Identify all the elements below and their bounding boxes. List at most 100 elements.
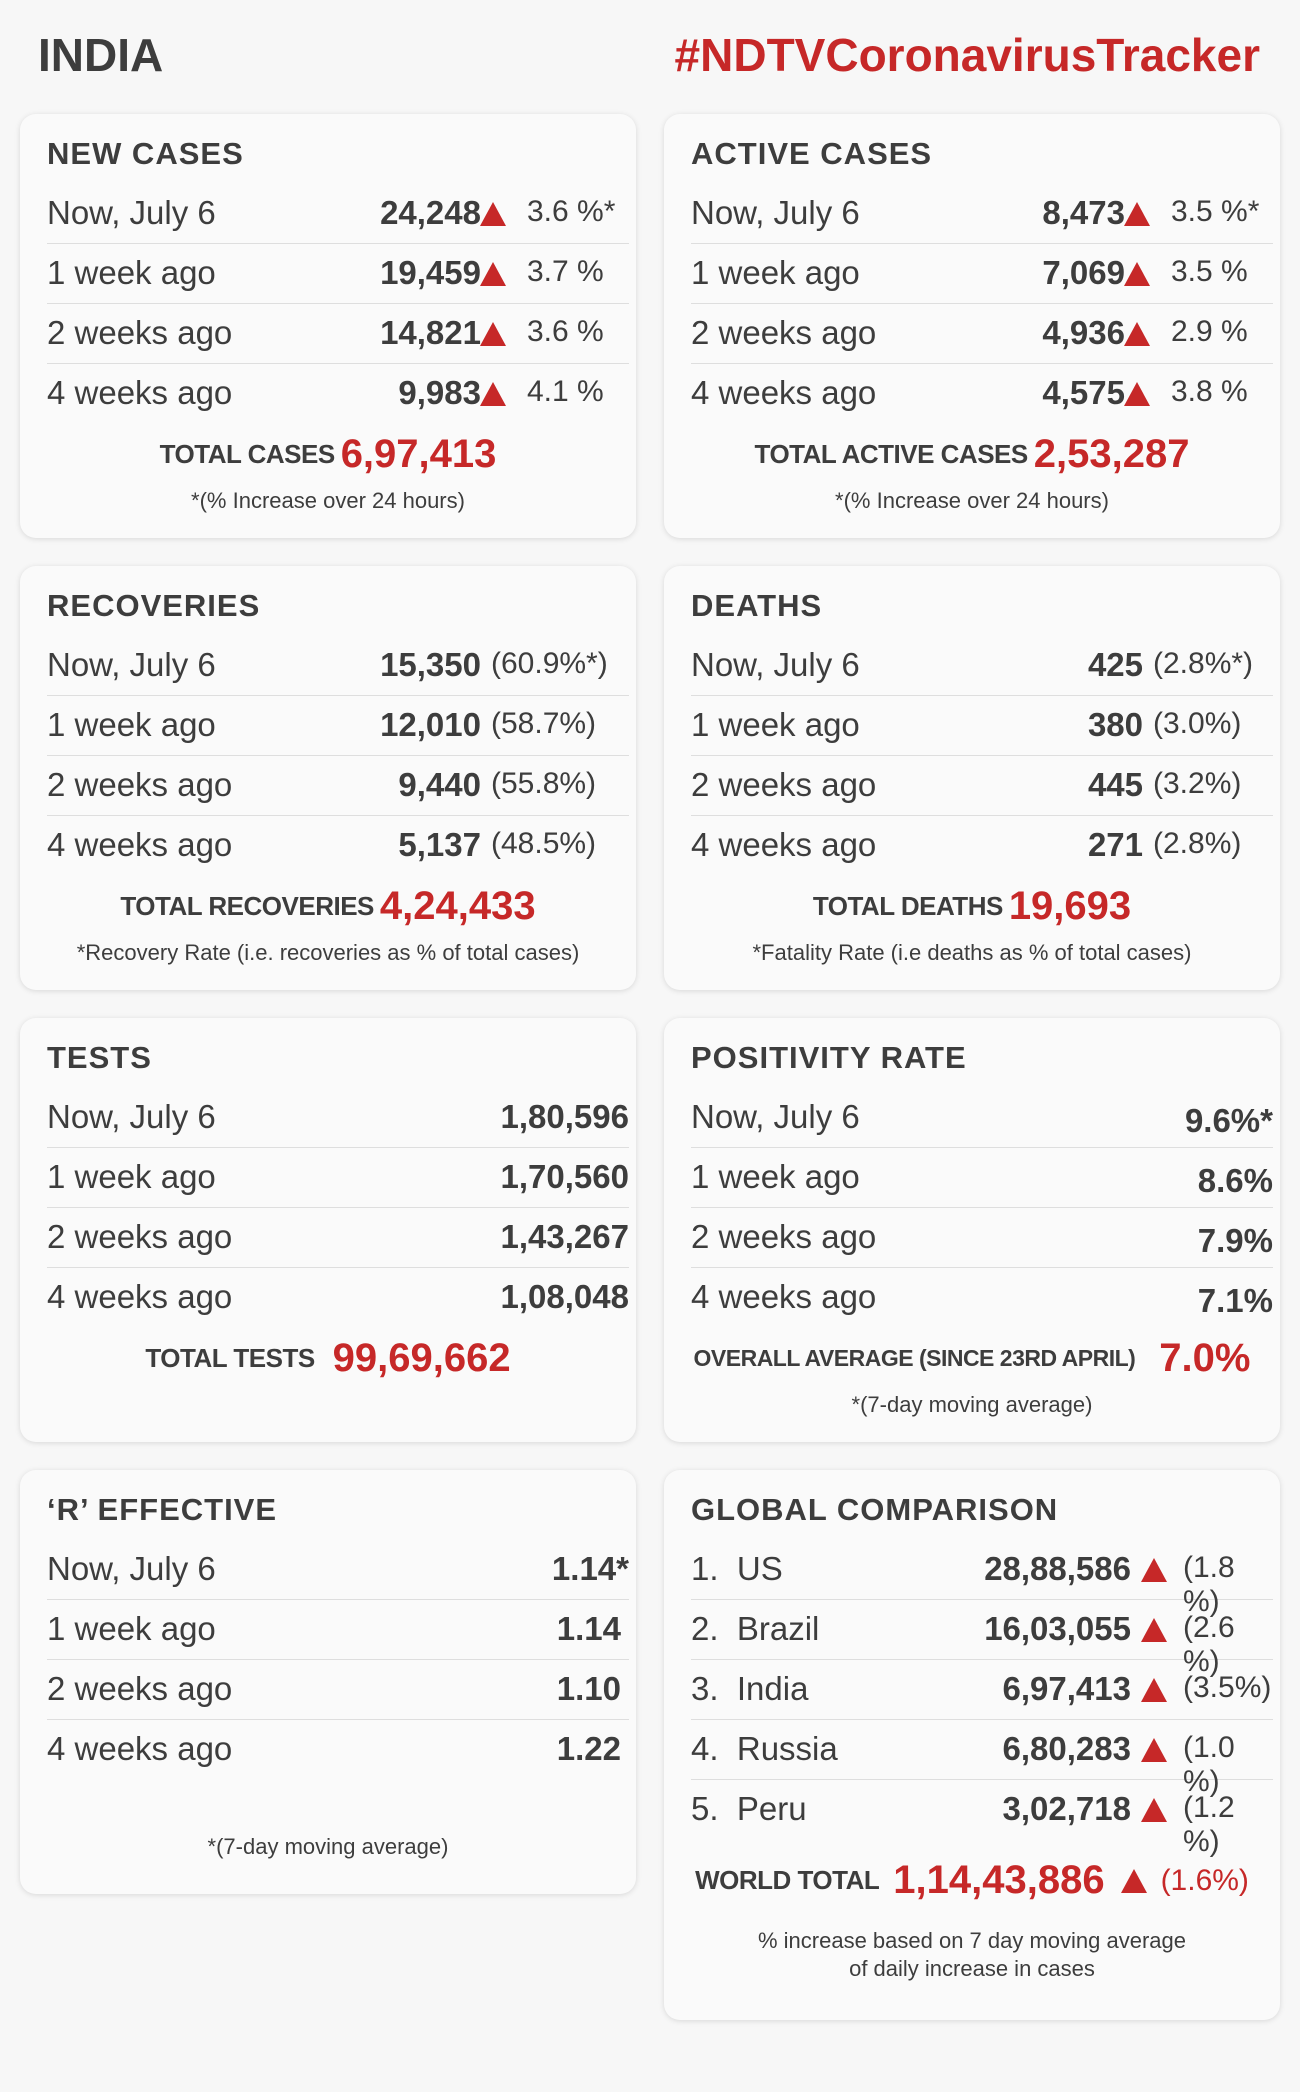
total-value: 2,53,287 [1033,432,1190,476]
total-label: TOTAL ACTIVE CASES [754,439,1029,469]
period-label: Now, July 6 [691,194,860,231]
period-label: 4 weeks ago [47,1278,233,1315]
list-item: 1 week ago 380 (3.0%) [691,696,1273,756]
list-item: 4 weeks ago 4,575 3.8 % [691,364,1273,424]
list-item: 5. Peru 3,02,718 (1.2 %) [691,1780,1273,1858]
list-item: Now, July 6 15,350 (60.9%*) [47,636,629,696]
percent-change: 3.7 % [527,255,604,288]
r-value: 1.14 [556,1610,621,1647]
rate-value: 7.1% [1197,1282,1273,1319]
list-item: 1. US 28,88,586 (1.8 %) [691,1540,1273,1618]
card-title: NEW CASES [47,136,244,171]
new-cases-card: NEW CASES Now, July 6 24,248 3.6 %* 1 we… [20,114,636,538]
count-value: 24,248 [380,194,481,231]
list-item: 2 weeks ago 445 (3.2%) [691,756,1273,816]
percent-change: 3.6 %* [527,195,616,228]
rate-value: 7.9% [1197,1222,1273,1259]
total-label: TOTAL RECOVERIES [120,891,374,921]
country-label: 1. US [691,1550,783,1587]
country-list: 1. US 28,88,586 (1.8 %) 2. Brazil 16,03,… [691,1540,1273,1858]
list-item: 3. India 6,97,413 (3.5%) [691,1660,1273,1720]
count-value: 8,473 [1042,194,1125,231]
period-label: 1 week ago [47,254,216,291]
footnote: *(% Increase over 24 hours) [191,488,465,513]
percent-change: 3.5 % [1171,255,1248,288]
list-item: 4 weeks ago 9,983 4.1 % [47,364,629,424]
list-item: Now, July 6 1,80,596 [47,1088,629,1148]
period-label: 4 weeks ago [691,374,877,411]
list-item: 1 week ago 7,069 3.5 % [691,244,1273,304]
period-label: Now, July 6 [47,1098,216,1135]
country-title: INDIA [38,29,164,81]
footnote: of daily increase in cases [849,1956,1095,1981]
deaths-card: DEATHS Now, July 6 425 (2.8%*) 1 week ag… [664,566,1280,990]
up-triangle-icon [1124,322,1150,346]
count-value: 9,440 [398,766,481,803]
total-line: TOTAL TESTS 99,69,662 [20,1336,636,1381]
card-title: RECOVERIES [47,588,261,623]
footnote: *(7-day moving average) [207,1834,449,1859]
case-count: 16,03,055 [984,1610,1131,1647]
up-triangle-icon [480,202,506,226]
period-label: 2 weeks ago [47,766,233,803]
list-item: 1 week ago 1,70,560 [47,1148,629,1208]
footnote: *Recovery Rate (i.e. recoveries as % of … [76,940,580,965]
up-triangle-icon [1124,262,1150,286]
period-label: 2 weeks ago [47,1218,233,1255]
list-item: 2 weeks ago 14,821 3.6 % [47,304,629,364]
list-item: 1 week ago 1.14 [47,1600,629,1660]
rate-value: 9.6%* [1184,1102,1273,1139]
r-effective-card: ‘R’ EFFECTIVE Now, July 6 1.14* 1 week a… [20,1470,636,1894]
stats-list: Now, July 6 24,248 3.6 %* 1 week ago 19,… [47,184,629,424]
total-value: 4,24,433 [379,884,536,928]
list-item: 4 weeks ago 1,08,048 [47,1268,629,1328]
fatality-rate: (2.8%) [1153,827,1242,860]
period-label: 4 weeks ago [691,1278,877,1315]
fatality-rate: (3.2%) [1153,767,1242,800]
count-value: 445 [1087,766,1143,803]
period-label: Now, July 6 [691,1098,860,1135]
count-value: 1,43,267 [500,1218,629,1255]
total-line: OVERALL AVERAGE (SINCE 23RD APRIL) 7.0% [664,1336,1280,1381]
count-value: 4,936 [1042,314,1125,351]
card-title: GLOBAL COMPARISON [691,1492,1059,1527]
percent-change: 3.5 %* [1171,195,1260,228]
footnote: % increase based on 7 day moving average [757,1928,1187,1953]
list-item: 4 weeks ago 7.1% [691,1268,1273,1328]
up-triangle-icon [1120,1868,1147,1893]
up-triangle-icon [1124,382,1150,406]
stats-list: Now, July 6 9.6%* 1 week ago 8.6% 2 week… [691,1088,1273,1328]
hashtag: #NDTVCoronavirusTracker [674,29,1260,81]
footnote: *(7-day moving average) [851,1392,1093,1417]
world-total-line: WORLD TOTAL 1,14,43,886 (1.6%) [664,1858,1280,1903]
percent-change: (1.2 %) [1183,1791,1235,1858]
total-value: 7.0% [1159,1336,1251,1380]
rate-value: 8.6% [1197,1162,1273,1199]
count-value: 1,70,560 [500,1158,629,1195]
list-item: 4 weeks ago 5,137 (48.5%) [47,816,629,876]
card-title: TESTS [47,1040,152,1075]
count-value: 380 [1087,706,1143,743]
r-value: 1.14* [551,1550,629,1587]
percent-change: 2.9 % [1171,315,1248,348]
total-line: TOTAL RECOVERIES 4,24,433 [20,884,636,929]
up-triangle-icon [480,382,506,406]
up-triangle-icon [480,262,506,286]
period-label: 2 weeks ago [691,314,877,351]
case-count: 3,02,718 [1002,1790,1131,1827]
count-value: 5,137 [398,826,481,863]
period-label: Now, July 6 [47,194,216,231]
count-value: 4,575 [1042,374,1125,411]
tests-card: TESTS Now, July 6 1,80,596 1 week ago 1,… [20,1018,636,1442]
total-line: TOTAL CASES 6,97,413 [20,432,636,477]
total-label: TOTAL TESTS [145,1343,315,1373]
up-triangle-icon [1141,1798,1167,1822]
percent-change: (1.8 %) [1183,1551,1235,1618]
count-value: 19,459 [380,254,481,291]
list-item: 1 week ago 19,459 3.7 % [47,244,629,304]
total-value: 1,14,43,886 [893,1858,1105,1902]
stats-list: Now, July 6 8,473 3.5 %* 1 week ago 7,06… [691,184,1273,424]
total-label: TOTAL CASES [159,439,336,469]
list-item: 2. Brazil 16,03,055 (2.6 %) [691,1600,1273,1678]
card-title: ACTIVE CASES [691,136,933,171]
